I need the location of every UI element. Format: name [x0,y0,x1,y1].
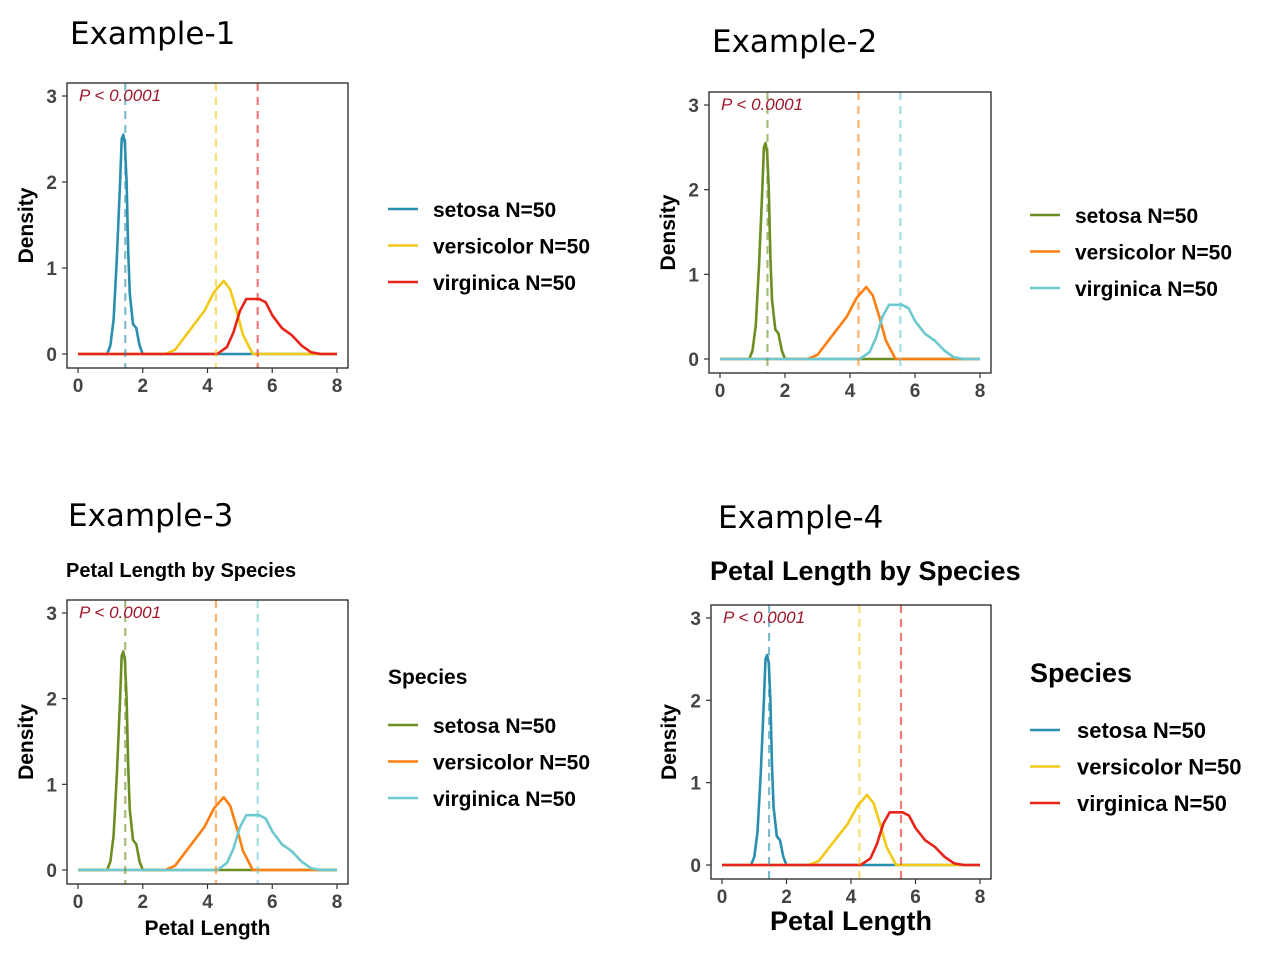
density-line-setosa [720,141,980,361]
legend-title: Species [388,666,467,689]
example-4-caption: Example-4 [718,500,884,536]
legend-label-virginica: virginica N=50 [433,272,576,295]
density-line-virginica [78,813,337,872]
p-value-annotation: P < 0.0001 [721,95,803,114]
y-tick-label: 1 [46,775,57,796]
chart-title: Petal Length by Species [66,560,296,582]
density-line-virginica [78,297,337,356]
plot-panel-border [66,82,349,369]
example-1-caption: Example-1 [70,16,236,52]
x-tick-label: 8 [332,376,343,397]
legend-label-virginica: virginica N=50 [1075,278,1218,301]
x-tick-label: 2 [137,376,148,397]
x-tick-label: 0 [715,381,726,402]
y-tick-label: 2 [46,173,57,194]
x-tick-label: 2 [137,892,148,913]
y-tick-label: 1 [688,265,699,286]
p-value-annotation: P < 0.0001 [79,86,161,105]
y-tick-label: 0 [690,856,701,877]
legend-label-setosa: setosa N=50 [1075,205,1198,228]
y-tick-label: 3 [46,604,57,625]
x-tick-label: 8 [975,381,986,402]
chart-panel-4: Petal Length by Species P < 0.0001 0 2 4 6 8 0 1… [658,556,1241,936]
legend-label-versicolor: versicolor N=50 [433,752,590,775]
density-line-versicolor [722,793,980,867]
plot-panel-border [708,91,992,374]
x-tick-label: 0 [73,892,84,913]
legend-label-versicolor: versicolor N=50 [1077,755,1241,780]
density-line-versicolor [78,795,337,872]
density-line-versicolor [720,285,980,361]
chart-title: Petal Length by Species [710,556,1021,586]
y-tick-label: 1 [46,259,57,280]
legend-label-virginica: virginica N=50 [433,788,576,811]
density-line-setosa [722,653,980,867]
legend-label-setosa: setosa N=50 [433,715,556,738]
plot-panel-border [710,604,992,880]
legend-label-setosa: setosa N=50 [433,199,556,222]
legend-label-setosa: setosa N=50 [1077,718,1206,743]
x-axis-title: Petal Length [770,906,932,936]
x-tick-label: 4 [202,892,213,913]
y-tick-label: 2 [46,690,57,711]
p-value-annotation: P < 0.0001 [79,603,161,622]
example-2-caption: Example-2 [712,24,878,60]
chart-panel-1: P < 0.0001 0 2 4 6 8 0 1 2 3 Density setosa N=50 ver… [15,82,590,397]
density-line-setosa [78,133,337,356]
y-tick-label: 0 [46,345,57,366]
legend-label-virginica: virginica N=50 [1077,791,1227,816]
x-axis-title: Petal Length [144,917,270,940]
x-tick-label: 0 [717,887,728,908]
x-tick-label: 6 [910,381,921,402]
density-line-setosa [78,650,337,872]
y-tick-label: 2 [688,181,699,202]
y-axis-title: Density [657,194,680,270]
x-tick-label: 8 [332,892,343,913]
y-tick-label: 3 [690,609,701,630]
chart-panel-2: P < 0.0001 0 2 4 6 8 0 1 2 3 Density setosa N=50 ver… [657,91,1232,402]
example-3-caption: Example-3 [68,498,234,534]
p-value-annotation: P < 0.0001 [723,608,805,627]
y-axis-title: Density [15,704,38,780]
y-tick-label: 1 [690,774,701,795]
x-tick-label: 6 [910,887,921,908]
y-tick-label: 3 [46,87,57,108]
x-tick-label: 4 [202,376,213,397]
y-axis-title: Density [15,187,38,263]
x-tick-label: 6 [267,892,278,913]
y-axis-title: Density [658,704,681,780]
legend-label-versicolor: versicolor N=50 [1075,242,1232,265]
y-tick-label: 0 [688,350,699,371]
density-line-versicolor [78,279,337,356]
x-tick-label: 4 [845,381,856,402]
x-tick-label: 0 [73,376,84,397]
legend-title: Species [1030,658,1132,688]
chart-panel-3: Petal Length by Species P < 0.0001 0 2 4 6 8 0 1… [15,560,590,940]
density-line-virginica [722,810,980,867]
x-tick-label: 2 [781,887,792,908]
density-line-virginica [720,303,980,361]
y-tick-label: 3 [688,96,699,117]
legend-label-versicolor: versicolor N=50 [433,236,590,259]
x-tick-label: 4 [846,887,857,908]
y-tick-label: 0 [46,861,57,882]
plot-panel-border [66,599,349,885]
x-tick-label: 2 [780,381,791,402]
x-tick-label: 6 [267,376,278,397]
x-tick-label: 8 [975,887,986,908]
y-tick-label: 2 [690,691,701,712]
